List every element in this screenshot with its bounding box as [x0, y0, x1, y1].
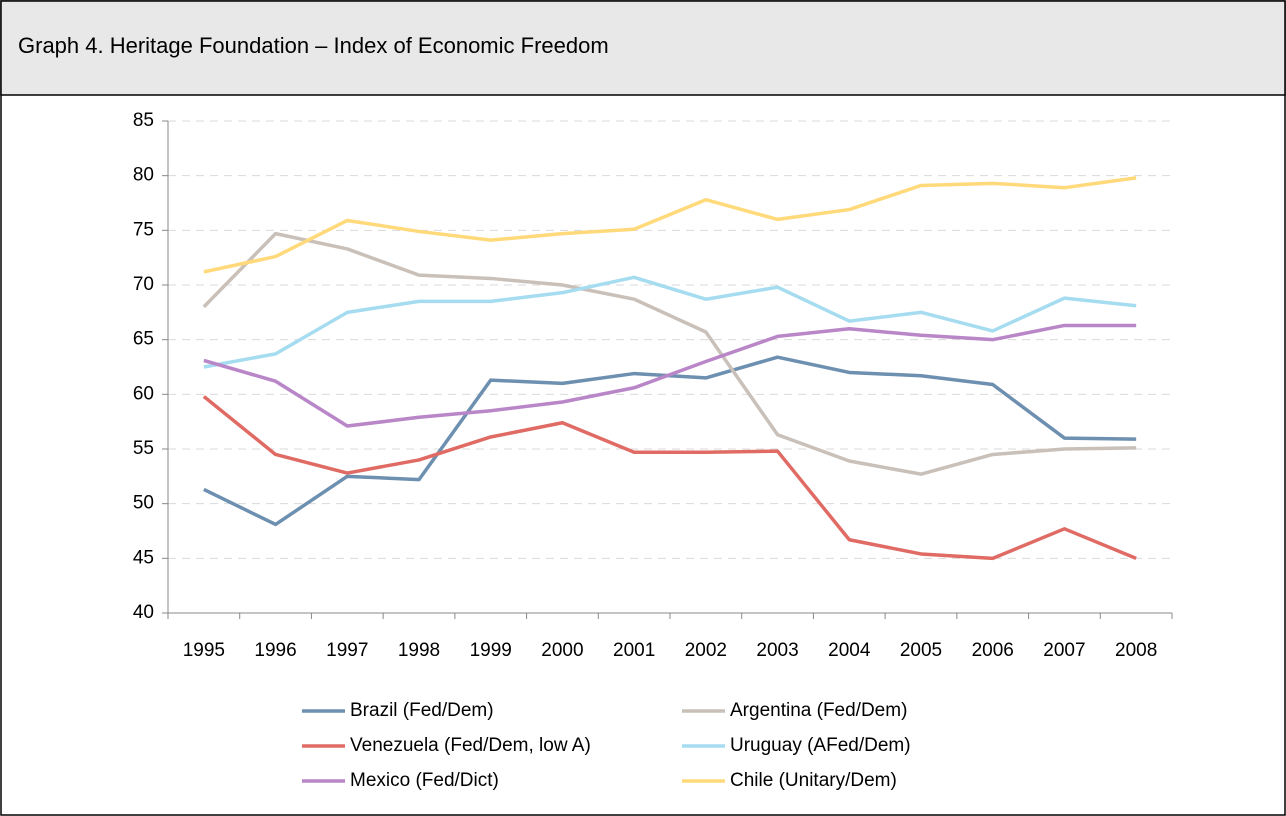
y-tick-label: 50	[133, 493, 154, 514]
y-tick-label: 55	[133, 438, 154, 459]
y-tick-label: 70	[133, 274, 154, 295]
legend-label: Venezuela (Fed/Dem, low A)	[350, 735, 591, 756]
x-tick-label: 2000	[541, 640, 583, 661]
x-tick-label: 1995	[183, 640, 225, 661]
y-tick-label: 65	[133, 329, 154, 350]
legend-label: Chile (Unitary/Dem)	[730, 770, 897, 791]
x-tick-label: 1999	[470, 640, 512, 661]
x-tick-label: 1997	[326, 640, 368, 661]
x-tick-label: 1996	[254, 640, 296, 661]
legend-label: Mexico (Fed/Dict)	[350, 770, 499, 791]
x-tick-label: 2008	[1115, 640, 1157, 661]
header-bar	[0, 0, 1286, 96]
y-tick-label: 45	[133, 547, 154, 568]
x-tick-label: 2006	[972, 640, 1014, 661]
header-title: Graph 4. Heritage Foundation – Index of …	[18, 33, 609, 58]
y-tick-label: 40	[133, 602, 154, 623]
y-tick-label: 85	[133, 110, 154, 131]
y-tick-label: 75	[133, 219, 154, 240]
x-tick-label: 2005	[900, 640, 942, 661]
y-tick-label: 80	[133, 165, 154, 186]
y-tick-label: 60	[133, 383, 154, 404]
series-line	[203, 176, 1137, 274]
legend-label: Uruguay (AFed/Dem)	[730, 735, 911, 756]
x-tick-label: 2007	[1043, 640, 1085, 661]
series-line	[202, 231, 1137, 476]
series-line	[203, 275, 1137, 369]
x-tick-label: 1998	[398, 640, 440, 661]
x-tick-label: 2002	[685, 640, 727, 661]
x-tick-label: 2003	[756, 640, 798, 661]
x-tick-label: 2004	[828, 640, 871, 661]
x-tick-label: 2001	[613, 640, 655, 661]
legend-label: Argentina (Fed/Dem)	[730, 700, 907, 721]
legend-label: Brazil (Fed/Dem)	[350, 700, 494, 721]
series-line	[203, 323, 1137, 428]
series-line	[202, 395, 1137, 561]
